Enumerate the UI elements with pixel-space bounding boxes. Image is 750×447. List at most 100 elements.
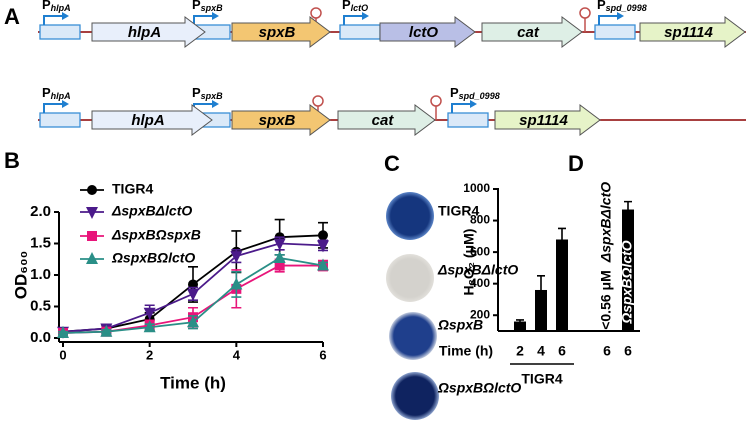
marker xyxy=(143,307,156,320)
x-tick-label: 2 xyxy=(146,347,153,362)
promoter-subscript: spxB xyxy=(201,3,224,13)
plate-spot xyxy=(386,254,434,302)
group-label: TIGR4 xyxy=(521,371,562,387)
gene-arrow xyxy=(337,104,436,136)
gene-label: spxB xyxy=(259,24,296,41)
panel-label: C xyxy=(384,151,400,176)
x-tick-label: 6 xyxy=(603,343,611,359)
gene-arrow xyxy=(481,16,583,48)
y-tick-label: 200 xyxy=(470,307,490,321)
promoter-letter: P xyxy=(342,0,351,12)
y-tick-label: 2.0 xyxy=(30,203,51,220)
x-axis-label: Time (h) xyxy=(160,373,226,392)
promoter-arrowhead xyxy=(62,12,69,20)
annotation: ΩspxBΩlctO xyxy=(619,240,635,324)
gene-arrow xyxy=(494,104,601,136)
promoter-letter: P xyxy=(192,85,201,100)
y-tick-label: 600 xyxy=(470,244,490,258)
gene-label: hlpA xyxy=(128,24,161,41)
legend-label: TIGR4 xyxy=(112,181,153,197)
plate-label: ΩspxB xyxy=(437,317,483,333)
marker xyxy=(273,238,286,251)
bar xyxy=(514,321,526,331)
marker xyxy=(317,240,329,253)
plate-spot xyxy=(386,192,434,240)
legend-label: ΔspxBΔlctO xyxy=(111,203,192,219)
promoter-arrowhead xyxy=(617,12,624,20)
x-axis-label: Time (h) xyxy=(439,343,493,359)
gene-arrow xyxy=(91,16,206,48)
y-tick-label: 800 xyxy=(470,213,490,227)
legend-label: ΩspxBΩlctO xyxy=(111,250,195,266)
promoter-subscript: spd_0998 xyxy=(606,3,647,13)
terminator xyxy=(430,95,442,107)
marker xyxy=(143,320,156,333)
plate-spot xyxy=(389,312,437,360)
promoter-label: PlctO xyxy=(342,0,368,13)
promoter-label: PhlpA xyxy=(42,0,71,13)
y-tick-label: 1.0 xyxy=(30,266,51,283)
promoter-letter: P xyxy=(42,85,51,100)
y-tick-label: 1.5 xyxy=(30,234,51,251)
plate-label: ΩspxBΩlctO xyxy=(437,380,521,396)
gene-label: hlpA xyxy=(131,112,164,129)
y-axis-label: H₂O₂ (μM) xyxy=(461,229,477,296)
promoter-letter: P xyxy=(42,0,51,12)
plate-label: TIGR4 xyxy=(438,203,479,219)
marker xyxy=(230,251,243,264)
error-bar xyxy=(558,227,566,240)
promoter-box xyxy=(39,24,81,40)
bar xyxy=(622,209,634,331)
error-bar xyxy=(537,274,545,290)
promoter-label: PspxB xyxy=(192,0,223,13)
x-tick-label: 6 xyxy=(319,347,326,362)
marker xyxy=(318,230,328,241)
gene-arrow xyxy=(639,16,746,48)
promoter-subscript: spd_0998 xyxy=(459,91,500,101)
promoter-arrow xyxy=(598,15,619,25)
y-tick-label: 0.5 xyxy=(30,297,51,314)
x-tick-label: 4 xyxy=(233,347,241,362)
gene-arrow xyxy=(91,104,213,136)
promoter-arrow xyxy=(343,15,364,25)
error-bar xyxy=(516,319,524,322)
terminator xyxy=(312,95,324,107)
promoter-label: PspxB xyxy=(192,85,223,101)
panel-label: B xyxy=(4,148,20,173)
marker xyxy=(100,324,113,337)
gene-label: sp1114 xyxy=(519,112,568,129)
promoter-box xyxy=(339,24,381,40)
x-tick-label: 6 xyxy=(558,343,566,359)
legend-marker xyxy=(86,252,98,264)
promoter-label: Pspd_0998 xyxy=(597,0,647,13)
x-tick-label: 0 xyxy=(59,347,66,362)
promoter-subscript: hlpA xyxy=(51,3,71,13)
y-tick-label: 0.0 xyxy=(30,329,51,346)
marker xyxy=(273,250,286,263)
promoter-label: Pspd_0998 xyxy=(450,85,500,101)
promoter-arrow xyxy=(43,15,64,25)
promoter-arrowhead xyxy=(362,12,369,20)
terminator xyxy=(579,7,591,19)
promoter-arrowhead xyxy=(212,100,219,108)
promoter-label: PhlpA xyxy=(42,85,71,101)
promoter-box xyxy=(594,24,636,40)
marker xyxy=(187,315,199,328)
promoter-subscript: hlpA xyxy=(51,91,71,101)
gene-label: cat xyxy=(372,112,395,129)
gene-arrow xyxy=(231,16,331,48)
promoter-arrowhead xyxy=(212,12,219,20)
promoter-letter: P xyxy=(192,0,201,12)
promoter-arrowhead xyxy=(62,100,69,108)
x-tick-label: 4 xyxy=(537,343,545,359)
y-tick-label: 400 xyxy=(470,276,490,290)
annotation: <0.56 μM xyxy=(598,270,614,330)
gene-label: sp1114 xyxy=(664,24,713,41)
promoter-arrow xyxy=(451,103,472,113)
bar xyxy=(556,239,568,331)
gene-label: spxB xyxy=(259,112,296,129)
x-tick-label: 2 xyxy=(516,343,524,359)
x-tick-label: 6 xyxy=(624,343,632,359)
gene-label: lctO xyxy=(409,24,439,41)
